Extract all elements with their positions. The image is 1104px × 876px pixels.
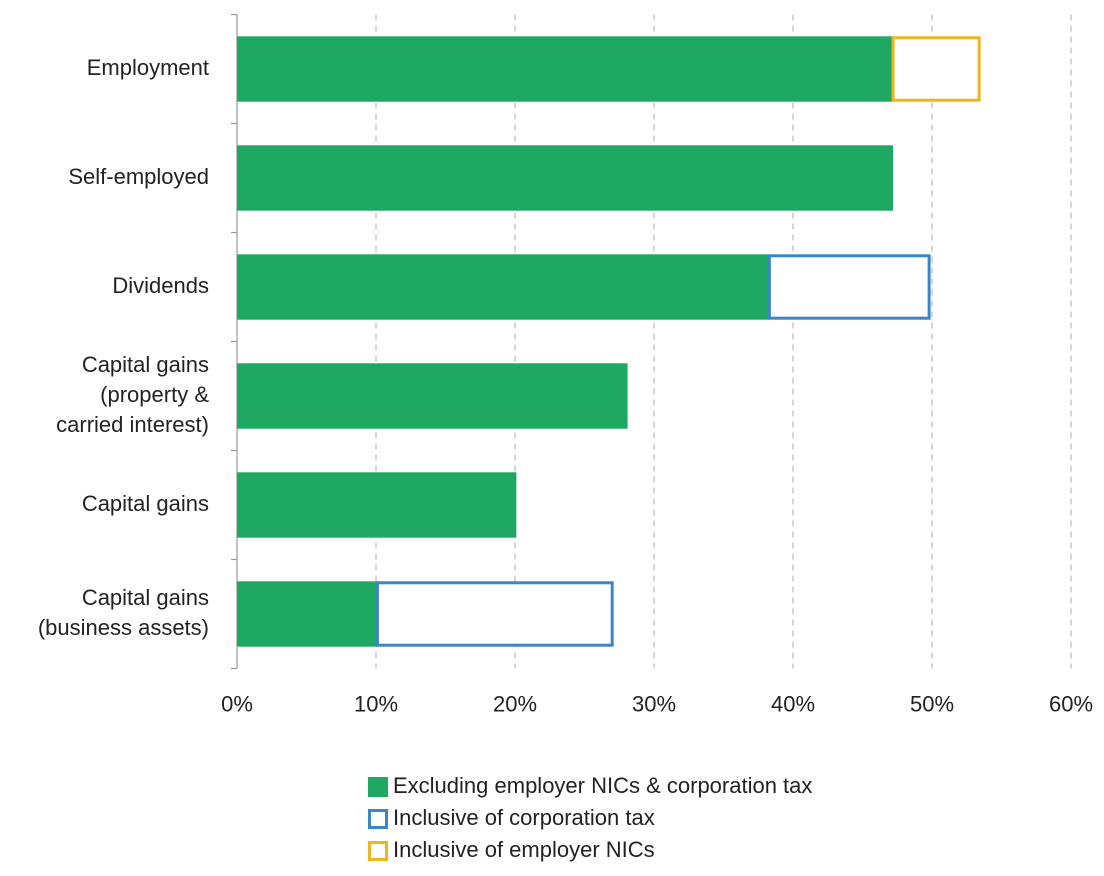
x-tick-label: 40% [771,691,815,716]
bar-segment [891,36,981,102]
legend-swatch [368,777,388,797]
bar-segment [375,581,614,647]
bar-segment [237,472,517,538]
bar-segment [237,145,894,211]
x-tick-label: 50% [910,691,954,716]
y-tick-label: Self-employed [68,164,209,189]
legend-label: Inclusive of employer NICs [393,837,655,862]
x-tick-label: 30% [632,691,676,716]
x-tick-label: 10% [354,691,398,716]
legend-swatch [368,809,388,829]
y-tick-label: Capital gains [82,491,209,516]
bar-segment [237,363,628,429]
legend-label: Inclusive of corporation tax [393,805,655,830]
legend-swatch [368,841,388,861]
y-tick-label: Dividends [112,273,209,298]
x-tick-label: 0% [221,691,253,716]
x-tick-label: 60% [1049,691,1093,716]
bar-segment [237,36,894,102]
y-tick-label: Employment [87,55,209,80]
y-tick-label: Capital gains (property & carried interest… [56,352,209,437]
y-tick-label: Capital gains (business assets) [38,585,209,640]
bar-segment [237,254,770,320]
bar-segment [767,254,931,320]
bar-segment [237,581,378,647]
x-tick-label: 20% [493,691,537,716]
legend-label: Excluding employer NICs & corporation ta… [393,773,812,798]
